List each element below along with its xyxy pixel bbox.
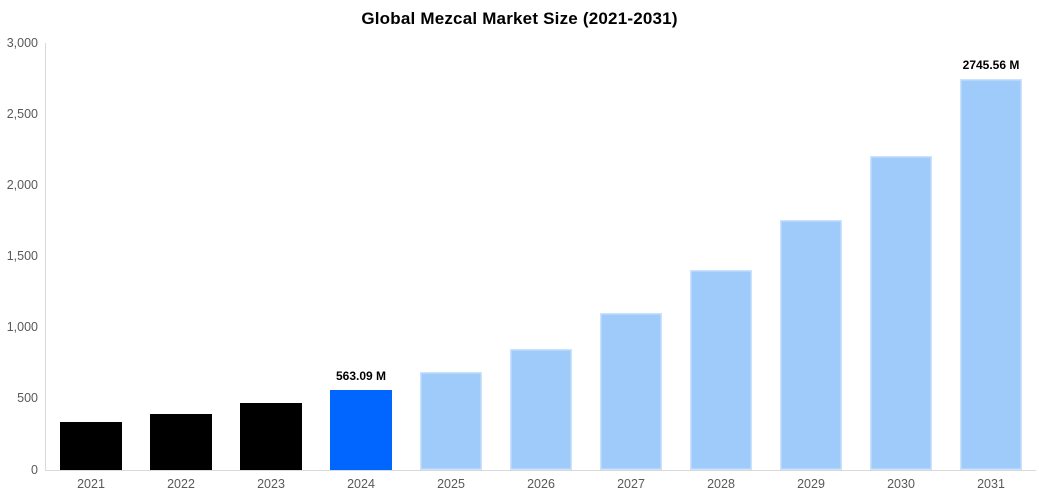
y-axis-line: [45, 43, 46, 470]
bar-2031: [959, 79, 1023, 470]
bar-band: 563.09 M: [316, 43, 406, 470]
x-axis-label: 2021: [77, 477, 105, 491]
bar-band: [136, 43, 226, 470]
bar-2029: [779, 219, 843, 470]
x-axis-label: 2026: [527, 477, 555, 491]
bar-band: 2745.56 M: [946, 43, 1036, 470]
y-axis-tick-label: 1,500: [6, 249, 38, 263]
x-axis-label: 2023: [257, 477, 285, 491]
y-axis-tick-label: 3,000: [6, 35, 38, 50]
bar-band: [406, 43, 496, 470]
x-axis-label: 2030: [887, 477, 915, 491]
bar-value-label: 563.09 M: [335, 368, 387, 383]
y-axis-tick-label: 0: [31, 462, 38, 477]
bar-2024: [329, 389, 393, 470]
bars: 563.09 M 2745.56 M: [46, 43, 1036, 470]
bar-2025: [419, 372, 483, 470]
bar-2022: [149, 413, 213, 470]
x-axis-labels: 2021 2022 2023 2024 2025 2026 2027 2028 2029 2030…: [46, 477, 1036, 491]
bar-2023: [239, 402, 303, 470]
x-axis-label: 2022: [167, 477, 195, 491]
x-axis-label: 2025: [437, 477, 465, 491]
y-axis-labels: 3,000 2,500 2,000 1,500 1,000 500 0: [0, 0, 38, 500]
y-axis-tick-label: 2,500: [6, 106, 38, 121]
bar-value-label: 2745.56 M: [962, 58, 1020, 73]
bar-2026: [509, 348, 573, 470]
bar-2028: [689, 270, 753, 470]
bar-2021: [59, 422, 123, 470]
chart-title: Global Mezcal Market Size (2021-2031): [361, 9, 678, 28]
bar-band: [46, 43, 136, 470]
x-axis-label: 2031: [977, 477, 1005, 491]
y-axis-tick-label: 500: [17, 391, 38, 406]
bar-band: [856, 43, 946, 470]
x-axis-line: [45, 470, 1036, 471]
bar-band: [496, 43, 586, 470]
bar-2030: [869, 156, 933, 470]
x-axis-label: 2027: [617, 477, 645, 491]
y-axis-tick-label: 1,000: [6, 320, 38, 335]
bar-band: [676, 43, 766, 470]
bar-band: [586, 43, 676, 470]
bar-band: [226, 43, 316, 470]
bar-band: [766, 43, 856, 470]
y-axis-tick-label: 2,000: [6, 177, 38, 192]
x-axis-label: 2029: [797, 477, 825, 491]
bar-2027: [599, 312, 663, 470]
x-axis-label: 2024: [347, 477, 375, 491]
x-axis-label: 2028: [707, 477, 735, 491]
